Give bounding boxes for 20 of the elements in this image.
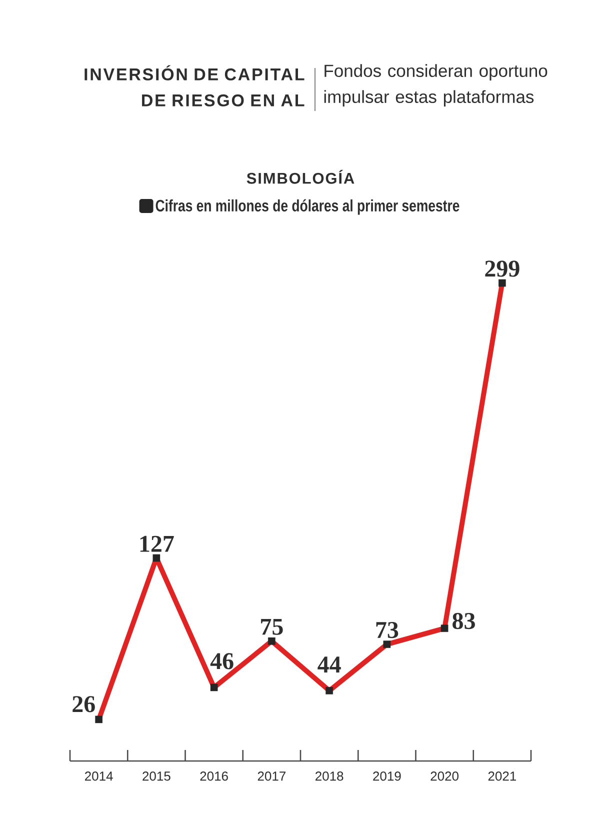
x-tick-label: 2019 — [373, 772, 401, 781]
x-tick-label: 2014 — [85, 772, 113, 781]
x-tick-label: 2021 — [488, 772, 516, 781]
x-tick-label: 2020 — [430, 772, 459, 781]
x-tick-label: 2018 — [316, 772, 344, 781]
legend-label: Cifras en millones de dólares al primer semestre — [156, 199, 460, 215]
data-label: 83 — [452, 612, 475, 630]
data-label: 46 — [210, 653, 234, 670]
legend-title: SIMBOLOGÍA — [246, 170, 354, 184]
x-tick-label: 2017 — [258, 772, 286, 781]
chart-title: INVERSIÓN DE CAPITAL DE RIESGO EN AL — [84, 65, 304, 106]
data-label: 299 — [485, 260, 520, 277]
x-tick-label: 2015 — [142, 772, 170, 781]
data-label: 44 — [318, 656, 341, 672]
data-label: 26 — [72, 696, 95, 712]
data-label: 75 — [261, 618, 283, 635]
chart-subtitle: Fondos consideran oportuno impulsar estas plataformas — [324, 64, 548, 106]
data-label: 73 — [376, 622, 398, 638]
x-tick-label: 2016 — [200, 772, 228, 781]
data-label: 127 — [140, 536, 174, 552]
